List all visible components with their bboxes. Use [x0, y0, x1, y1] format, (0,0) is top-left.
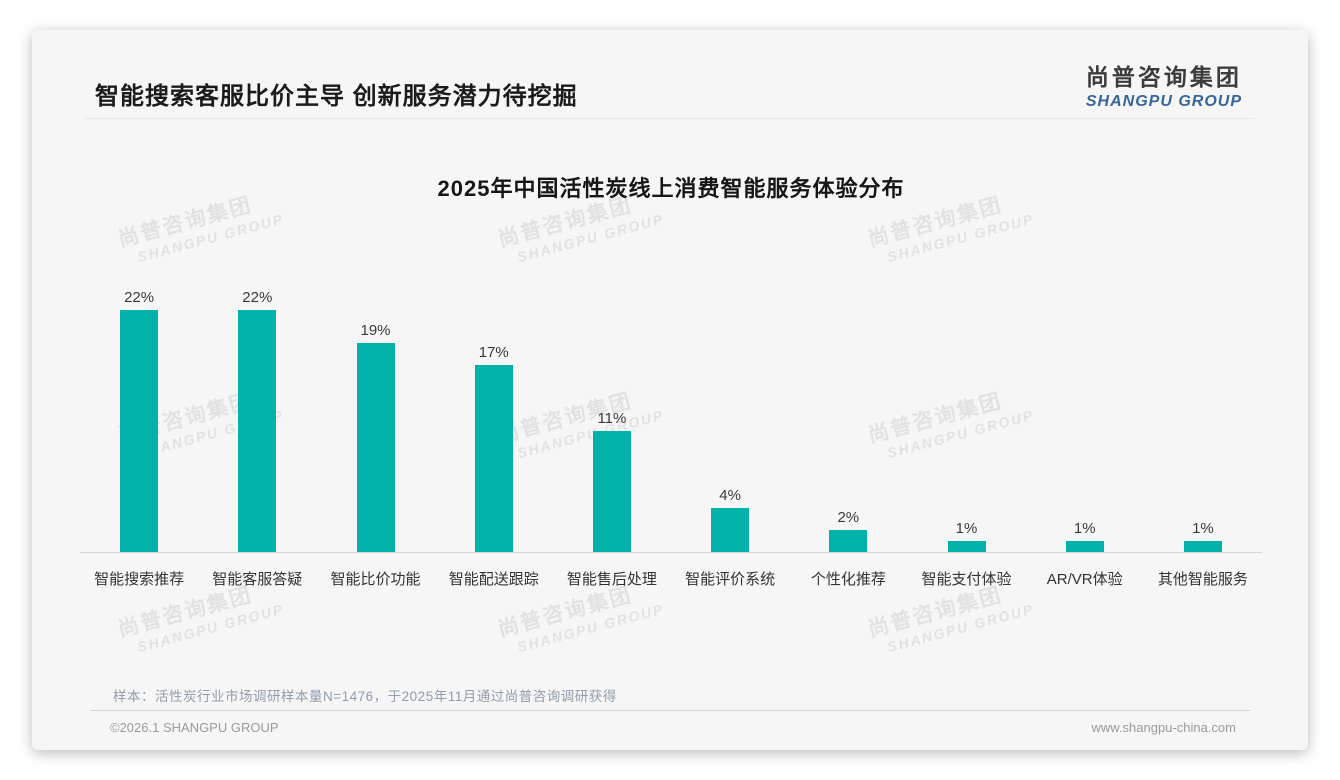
- bar: [474, 365, 513, 552]
- category-label: 智能客服答疑: [212, 571, 303, 588]
- category-label: 个性化推荐: [810, 571, 886, 588]
- bar: [947, 541, 986, 552]
- bar-column: 22%: [198, 289, 316, 552]
- brand-logo: 尚普咨询集团 SHANGPU GROUP: [1086, 58, 1242, 111]
- copyright-text: ©2026.1 SHANGPU GROUP: [110, 720, 279, 735]
- category-label: 智能比价功能: [330, 571, 421, 588]
- bar: [592, 431, 631, 552]
- watermark-english: SHANGPU GROUP: [515, 210, 666, 266]
- bar-column: 4%: [671, 289, 789, 552]
- website-url: www.shangpu-china.com: [1091, 720, 1236, 735]
- category-label: 智能售后处理: [566, 571, 657, 588]
- bar-column: 22%: [80, 289, 198, 552]
- bar-value-label: 17%: [478, 344, 509, 361]
- bar: [120, 310, 159, 552]
- watermark-english: SHANGPU GROUP: [885, 210, 1036, 266]
- bar-value-label: 19%: [360, 322, 391, 339]
- sample-note: 样本：活性炭行业市场调研样本量N=1476，于2025年11月通过尚普咨询调研获…: [113, 689, 617, 704]
- chart-category-axis: 智能搜索推荐 智能客服答疑 智能比价功能 智能配送跟踪 智能售后处理 智能评价系统 个性化推…: [80, 568, 1262, 589]
- watermark-english: SHANGPU GROUP: [515, 600, 666, 656]
- bar-value-label: 4%: [719, 487, 741, 504]
- bar-value-label: 1%: [1192, 520, 1214, 537]
- bar: [711, 508, 750, 552]
- bar-column: 17%: [435, 289, 553, 552]
- footer-bar: ©2026.1 SHANGPU GROUP www.shangpu-china.…: [110, 720, 1236, 735]
- bar-column: 2%: [789, 289, 907, 552]
- category-label: 智能配送跟踪: [448, 571, 539, 588]
- category-label: AR/VR体验: [1046, 571, 1123, 588]
- header-divider: [85, 118, 1255, 119]
- bar-column: 1%: [1026, 289, 1144, 552]
- bar-value-label: 1%: [955, 520, 978, 537]
- bar: [1183, 541, 1222, 552]
- category-label: 智能评价系统: [685, 571, 776, 588]
- bar-column: 11%: [553, 289, 671, 552]
- watermark-english: SHANGPU GROUP: [135, 210, 286, 266]
- bar: [356, 343, 395, 552]
- footer-divider: [90, 710, 1250, 711]
- slide-card: 尚普咨询集团 SHANGPU GROUP 尚普咨询集团 SHANGPU GROUP 尚普…: [32, 30, 1308, 750]
- bar-value-label: 11%: [597, 410, 627, 427]
- category-label: 智能支付体验: [921, 571, 1012, 588]
- category-label: 其他智能服务: [1157, 571, 1248, 588]
- bar-value-label: 1%: [1073, 520, 1096, 537]
- category-label: 智能搜索推荐: [94, 571, 185, 588]
- brand-logo-english: SHANGPU GROUP: [1085, 93, 1242, 110]
- bar-column: 19%: [316, 289, 434, 552]
- bar-value-label: 2%: [837, 509, 860, 526]
- watermark-english: SHANGPU GROUP: [885, 600, 1036, 656]
- chart-plot-area: 22% 22% 19% 17% 11% 4% 2% 1% 1% 1%: [80, 289, 1262, 553]
- page-title: 智能搜索客服比价主导 创新服务潜力待挖掘: [95, 83, 578, 110]
- watermark-english: SHANGPU GROUP: [135, 600, 286, 656]
- brand-logo-chinese: 尚普咨询集团: [1085, 64, 1242, 90]
- bar: [1065, 541, 1104, 552]
- bar-value-label: 22%: [124, 289, 155, 306]
- bar: [829, 530, 868, 552]
- bar: [238, 310, 277, 552]
- bar-value-label: 22%: [242, 289, 273, 306]
- chart-title: 2025年中国活性炭线上消费智能服务体验分布: [437, 176, 905, 201]
- bar-column: 1%: [907, 289, 1025, 552]
- bar-column: 1%: [1144, 289, 1262, 552]
